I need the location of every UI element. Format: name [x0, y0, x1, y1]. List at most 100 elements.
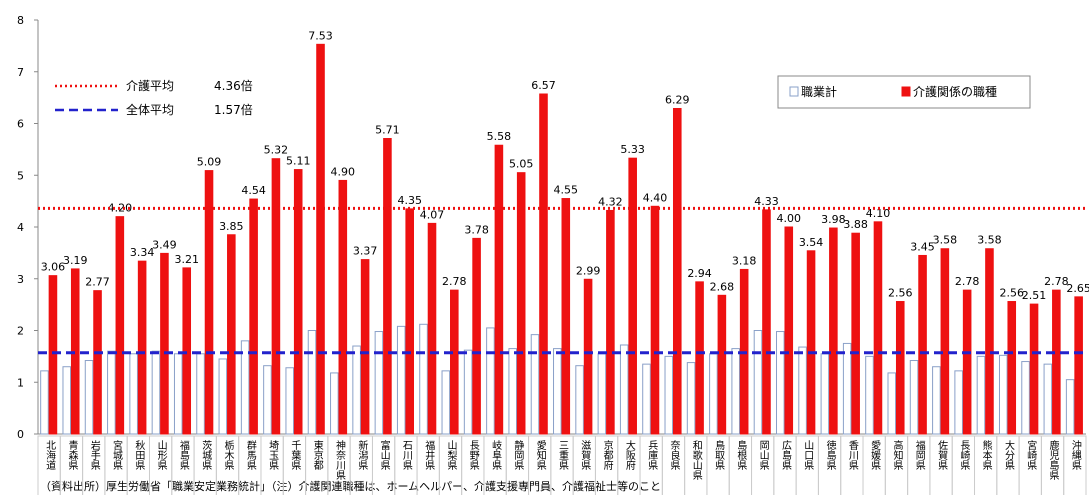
bar	[129, 353, 138, 435]
bar	[642, 363, 651, 435]
data-label: 3.54	[799, 236, 824, 249]
bar	[374, 331, 384, 435]
legend-swatch	[789, 86, 799, 97]
data-label: 3.88	[843, 218, 868, 231]
bar	[1021, 361, 1030, 435]
data-label: 2.68	[710, 280, 735, 293]
x-tick-label: 青森県	[66, 439, 78, 471]
x-tick-label: 富山県	[378, 439, 390, 471]
bar	[664, 355, 674, 435]
data-label: 3.18	[732, 254, 757, 267]
data-label: 7.53	[308, 29, 333, 42]
data-label: 5.11	[286, 155, 311, 168]
legend-label: 介護関係の職種	[913, 84, 997, 99]
bar	[419, 323, 428, 435]
data-label: 3.34	[130, 246, 155, 259]
bar	[1029, 303, 1039, 435]
y-tick-label: 4	[17, 221, 24, 234]
bar	[940, 248, 950, 435]
category-cell	[1063, 435, 1087, 495]
data-label: 3.45	[910, 240, 935, 253]
data-label: 3.98	[821, 213, 846, 226]
x-tick-label: 静岡県	[512, 439, 524, 471]
bar	[650, 205, 660, 435]
bar	[553, 348, 562, 435]
bar	[619, 344, 629, 435]
bar	[918, 254, 927, 435]
data-label: 5.71	[375, 124, 400, 137]
bar	[218, 358, 228, 435]
x-tick-label: 埼玉県	[267, 439, 279, 471]
bar	[494, 144, 504, 435]
bar	[865, 355, 874, 435]
bar	[62, 366, 72, 435]
data-label: 4.10	[866, 207, 891, 220]
x-tick-label: 山形県	[155, 440, 167, 471]
bar	[954, 370, 963, 435]
bar	[731, 348, 740, 435]
bar	[776, 331, 785, 435]
bar	[160, 252, 169, 435]
data-label: 4.32	[598, 195, 623, 208]
x-tick-label: 千葉県	[289, 440, 301, 471]
bar	[338, 179, 348, 435]
bar	[115, 216, 125, 435]
y-tick-label: 0	[17, 428, 24, 441]
data-label: 2.56	[999, 287, 1024, 300]
x-tick-label: 岡山県	[757, 440, 769, 471]
data-label: 3.58	[977, 234, 1002, 247]
bar	[508, 348, 518, 435]
bar	[316, 43, 325, 435]
bar	[405, 208, 414, 435]
bar	[307, 330, 317, 435]
y-tick-label: 7	[17, 66, 24, 79]
legend-label: 職業計	[801, 84, 837, 99]
bar	[472, 237, 481, 435]
data-label: 3.49	[152, 238, 177, 251]
x-tick-label: 長崎県	[958, 440, 970, 471]
bar	[1007, 301, 1017, 435]
reference-legend-name: 介護平均	[126, 78, 174, 93]
reference-legend-name: 全体平均	[126, 102, 174, 117]
reference-legend-value: 1.57倍	[214, 102, 253, 117]
bar	[360, 259, 370, 435]
x-tick-label: 宮城県	[111, 439, 123, 471]
data-label: 3.19	[63, 254, 88, 267]
x-tick-label: 北海道	[44, 440, 56, 470]
bar	[829, 227, 838, 435]
x-tick-label: 島根県	[735, 439, 747, 471]
x-tick-label: 岐阜県	[490, 439, 502, 471]
reference-legend-value: 4.36倍	[214, 78, 253, 93]
x-tick-label: 群馬県	[244, 439, 256, 471]
bar	[672, 107, 682, 435]
x-tick-label: 石川県	[400, 440, 412, 471]
x-tick-label: 高知県	[891, 439, 903, 471]
data-label: 2.77	[85, 276, 110, 289]
x-tick-label: 沖縄県	[1069, 439, 1081, 471]
x-tick-label: 熊本県	[980, 439, 992, 471]
data-label: 5.58	[487, 130, 512, 143]
x-tick-label: 奈良県	[668, 439, 680, 471]
bar	[695, 281, 704, 435]
bar	[962, 289, 972, 435]
data-label: 4.54	[241, 184, 266, 197]
x-tick-label: 大阪府	[623, 439, 635, 471]
bar	[196, 353, 205, 435]
x-tick-label: 香川県	[846, 440, 858, 471]
bar	[263, 365, 272, 435]
bar	[486, 327, 495, 435]
bar	[293, 169, 303, 435]
x-tick-label: 宮崎県	[1025, 439, 1037, 471]
bar	[107, 350, 116, 435]
x-tick-label: 東京都	[311, 439, 323, 471]
bar	[151, 350, 161, 435]
bar	[1052, 289, 1061, 435]
data-label: 4.33	[754, 195, 779, 208]
data-label: 2.78	[1044, 275, 1069, 288]
x-tick-label: 鳥取県	[713, 439, 725, 471]
bar	[909, 360, 919, 435]
data-label: 4.40	[643, 191, 668, 204]
bar	[851, 232, 860, 435]
y-tick-label: 5	[17, 169, 24, 182]
